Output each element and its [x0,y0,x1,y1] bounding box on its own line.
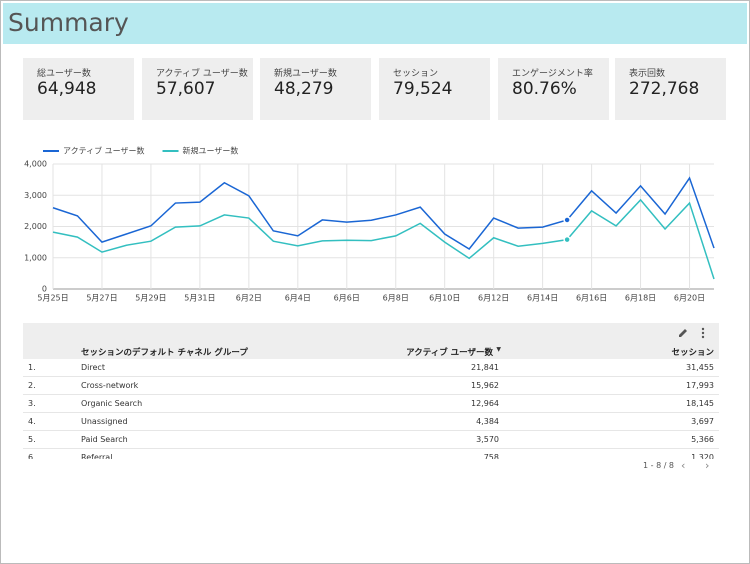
row-line [23,376,719,377]
row-line [23,412,719,413]
scorecard-value: 80.76% [512,79,577,99]
sessions-cell: 31,455 [686,363,714,372]
row-index: 4. [28,417,36,426]
x-tick-label: 6月10日 [429,294,460,303]
active-users-cell: 4,384 [476,417,499,426]
column-header: セッションのデフォルト チャネル グループ [81,348,248,358]
active-users-cell: 21,841 [471,363,499,372]
scorecard-label: アクティブ ユーザー数 [156,69,248,79]
x-tick-label: 5月29日 [135,294,166,303]
scorecard-value: 79,524 [393,79,453,99]
prev-page[interactable]: ‹ [681,459,686,472]
channel-cell: Direct [81,363,105,372]
channel-cell: Paid Search [81,435,128,444]
page-title: Summary [8,8,129,37]
sessions-cell: 1,320 [691,453,714,459]
x-tick-label: 6月2日 [236,294,262,303]
y-tick-label: 4,000 [24,160,47,169]
x-tick-label: 6月20日 [674,294,705,303]
scorecard: 表示回数 272,768 [615,58,726,120]
next-page[interactable]: › [705,459,710,472]
y-tick-label: 0 [42,285,47,294]
x-tick-label: 6月8日 [383,294,409,303]
x-tick-label: 6月16日 [576,294,607,303]
channel-cell: Referral [81,453,113,459]
sessions-cell: 18,145 [686,399,714,408]
table-header [23,343,719,359]
scorecard-value: 64,948 [37,79,97,99]
y-tick-label: 3,000 [24,191,47,200]
x-tick-label: 5月27日 [86,294,117,303]
channel-cell: Cross-network [81,381,139,390]
x-tick-label: 6月4日 [285,294,311,303]
hover-point [563,235,571,244]
sessions-cell: 5,366 [691,435,714,444]
channel-cell: Unassigned [81,417,128,426]
series-line [52,198,715,280]
chart: 0 1,000 2,000 3,000 4,000 5月25日 5月27日 5月29日 5月31… [24,146,715,303]
row-index: 1. [28,363,36,372]
x-tick-label: 5月31日 [184,294,215,303]
sessions-cell: 17,993 [686,381,714,390]
column-header: セッション [671,348,714,358]
edit-icon[interactable] [677,327,689,339]
more-icon[interactable] [699,327,707,339]
sort-icon: ▼ [496,346,501,353]
x-tick-label: 6月14日 [527,294,558,303]
y-tick-label: 2,000 [24,222,47,231]
pagination: 1 - 8 / 8 [643,461,675,470]
scorecard-label: エンゲージメント率 [512,69,593,79]
scorecard-value: 48,279 [274,79,334,99]
scorecard-label: 総ユーザー数 [37,69,91,79]
active-users-cell: 758 [483,453,499,459]
series-line [52,176,715,250]
row-line [23,394,719,395]
active-users-cell: 15,962 [471,381,499,390]
legend-label: 新規ユーザー数 [183,146,239,156]
active-users-cell: 3,570 [476,435,499,444]
scorecard-value: 272,768 [629,79,700,99]
sessions-cell: 3,697 [691,417,714,426]
row-index: 3. [28,399,36,408]
scorecard: エンゲージメント率 80.76% [498,58,609,120]
table-toolbar [23,323,719,343]
active-users-cell: 12,964 [471,399,499,408]
x-tick-label: 6月18日 [625,294,656,303]
column-header: アクティブ ユーザー数 [406,348,493,358]
row-index: 5. [28,435,36,444]
scorecard: 総ユーザー数 64,948 [23,58,134,120]
hover-point [563,216,571,224]
y-tick-label: 1,000 [24,253,47,262]
row-index: 2. [28,381,36,390]
x-tick-label: 5月25日 [37,294,68,303]
scorecard: セッション 79,524 [379,58,490,120]
header: Summary [3,3,747,44]
scorecard-label: 新規ユーザー数 [274,69,337,79]
scorecard: アクティブ ユーザー数 57,607 [142,58,253,120]
row-index: 6. [28,453,36,459]
scorecard-value: 57,607 [156,79,216,99]
row-line [23,448,719,449]
x-tick-label: 6月6日 [334,294,360,303]
channel-cell: Organic Search [81,399,143,408]
scorecard-label: 表示回数 [629,69,666,79]
x-tick-label: 6月12日 [478,294,509,303]
legend-label: アクティブ ユーザー数 [63,146,145,156]
scorecard-label: セッション [393,69,439,79]
row-line [23,430,719,431]
scorecard: 新規ユーザー数 48,279 [260,58,371,120]
table: セッションのデフォルト チャネル グループ アクティブ ユーザー数 ▼ セッション 1.… [23,343,719,459]
